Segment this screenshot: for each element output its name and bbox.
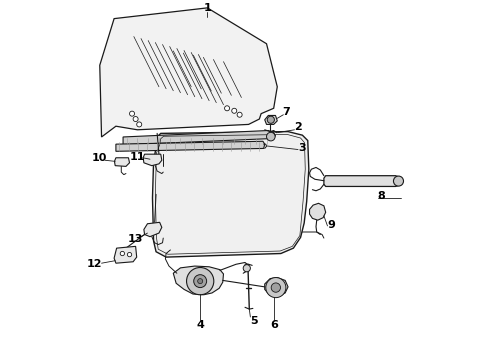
Polygon shape [310, 203, 326, 220]
Text: 2: 2 [294, 122, 302, 132]
Circle shape [194, 275, 207, 288]
Polygon shape [173, 266, 223, 295]
Circle shape [271, 283, 280, 292]
Polygon shape [114, 246, 137, 263]
Polygon shape [265, 116, 277, 125]
Text: 8: 8 [377, 191, 385, 201]
Text: 1: 1 [203, 3, 211, 13]
Text: 13: 13 [128, 234, 143, 244]
Polygon shape [143, 154, 162, 166]
Circle shape [120, 251, 124, 256]
Circle shape [224, 106, 230, 111]
Text: 7: 7 [282, 107, 290, 117]
Polygon shape [265, 278, 288, 297]
Circle shape [237, 112, 242, 117]
Text: 4: 4 [196, 320, 204, 330]
Circle shape [393, 176, 403, 186]
Circle shape [127, 252, 132, 257]
Polygon shape [115, 158, 129, 166]
Polygon shape [123, 131, 275, 145]
Text: 6: 6 [270, 320, 278, 330]
Polygon shape [116, 141, 265, 151]
Text: 9: 9 [327, 220, 335, 230]
Text: 10: 10 [92, 153, 107, 163]
Circle shape [267, 132, 275, 141]
Circle shape [187, 267, 214, 295]
Text: 11: 11 [130, 152, 145, 162]
Polygon shape [144, 222, 162, 237]
Text: 3: 3 [298, 143, 305, 153]
Circle shape [137, 122, 142, 127]
Text: 12: 12 [87, 259, 102, 269]
Circle shape [129, 111, 135, 116]
Circle shape [243, 265, 250, 272]
Text: 5: 5 [250, 316, 258, 325]
Polygon shape [100, 8, 277, 137]
Circle shape [267, 116, 274, 123]
Circle shape [232, 108, 237, 113]
Polygon shape [324, 176, 400, 186]
Circle shape [133, 117, 138, 122]
Circle shape [197, 279, 203, 284]
Circle shape [266, 278, 286, 298]
Polygon shape [152, 132, 309, 257]
